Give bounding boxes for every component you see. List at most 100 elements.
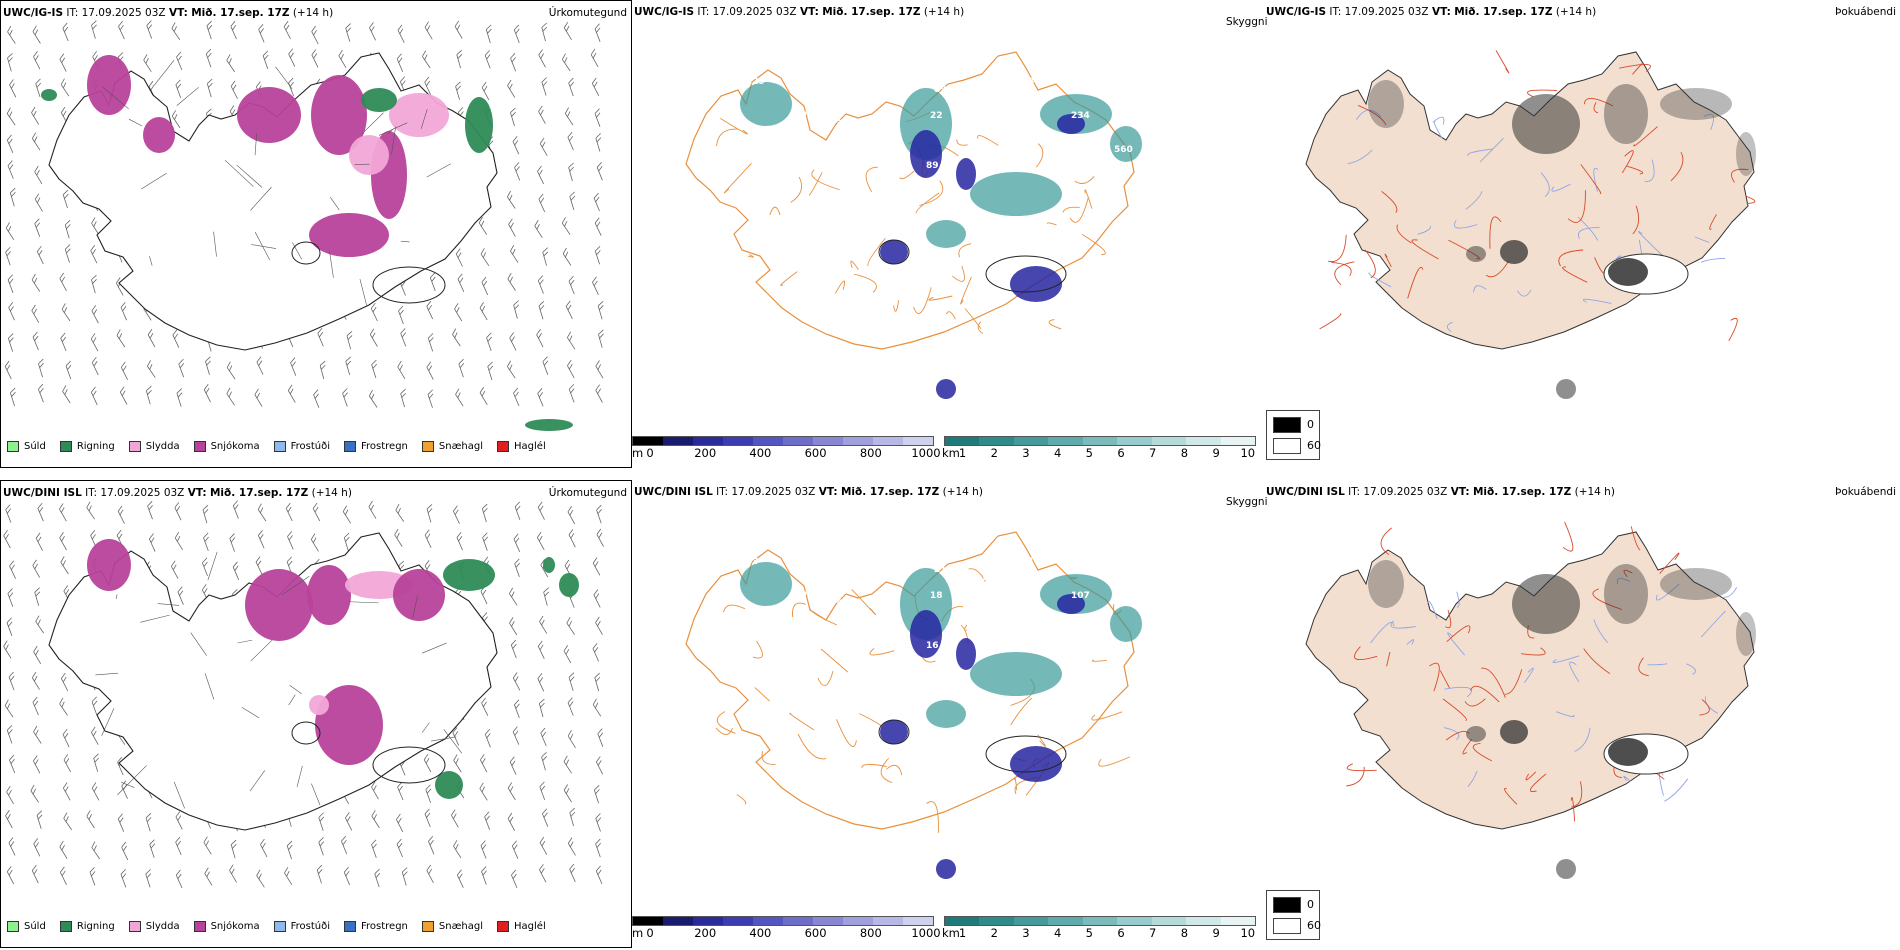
road	[1069, 197, 1089, 223]
colorbar-segment	[903, 437, 933, 445]
colorbar-tick-label: 6	[1117, 446, 1125, 460]
ceiling-label: 27	[883, 607, 896, 617]
road	[1633, 126, 1658, 147]
road	[854, 273, 877, 293]
panel-header: UWC/DINI ISL IT: 17.09.2025 03Z VT: Mið.…	[634, 486, 983, 498]
ceiling-label: 72	[977, 599, 990, 609]
colorbar-segment	[945, 437, 980, 445]
visibility-colorbar	[944, 916, 1256, 926]
precip-area	[543, 557, 555, 573]
ceiling-label: 63	[746, 557, 759, 567]
precip-legend-item: Rigning	[59, 441, 115, 452]
fog-area	[1500, 720, 1528, 744]
colorbar-segment	[1117, 917, 1152, 925]
legend-swatch	[128, 441, 141, 452]
colorbar-segment	[843, 437, 873, 445]
road	[213, 231, 217, 257]
panel-title: Úrkomutegund	[548, 7, 627, 19]
glacier-outline	[372, 746, 446, 784]
road	[254, 231, 271, 261]
road	[421, 722, 430, 733]
road	[1504, 669, 1523, 695]
glacier-outline	[985, 735, 1067, 773]
road	[190, 632, 207, 656]
road	[850, 260, 859, 270]
fog-area	[1660, 88, 1732, 120]
river	[1647, 663, 1668, 666]
river	[1552, 655, 1580, 664]
colorbar-segment	[1117, 437, 1152, 445]
precip-area	[389, 93, 449, 137]
fog-area	[1556, 379, 1576, 399]
road	[792, 602, 806, 618]
colorbar-segment	[753, 437, 783, 445]
visibility-area	[1110, 126, 1142, 162]
precip-legend: Súld Rigning Slydda Snjókoma Frostúði Frostre…	[7, 441, 546, 452]
precip-legend-item: Snjókoma	[193, 921, 260, 932]
ceiling-label: 183	[793, 85, 812, 95]
precip-legend-item: Haglél	[497, 921, 546, 932]
colorbar-segment	[945, 917, 980, 925]
road	[1098, 756, 1130, 767]
colorbar-tick-label: 3	[1022, 446, 1030, 460]
road	[224, 159, 254, 187]
colorbar-segment	[1151, 437, 1187, 445]
road	[1364, 249, 1376, 279]
road	[716, 711, 736, 734]
colorbar-tick-label: 200	[694, 446, 717, 460]
road	[250, 186, 272, 211]
river	[1540, 172, 1550, 197]
road	[1709, 214, 1717, 230]
colorbar-segment	[633, 437, 663, 445]
ceiling-label: 179	[840, 93, 859, 103]
legend-swatch	[497, 921, 510, 932]
colorbar-tick-label: 4	[1053, 926, 1062, 940]
ceiling-label: 201	[785, 641, 804, 651]
colorbar-tick-label: 8	[1180, 446, 1189, 460]
river	[1433, 120, 1443, 139]
fog-legend-label-0: 0	[1307, 898, 1314, 911]
road	[157, 603, 180, 606]
colorbar-segment	[1048, 437, 1083, 445]
legend-label: Frostúði	[290, 921, 330, 932]
road	[790, 176, 803, 203]
river	[1616, 578, 1631, 585]
road	[817, 670, 834, 686]
glacier-outline	[985, 255, 1067, 293]
road	[867, 237, 886, 267]
road	[349, 601, 379, 604]
visibility-area	[970, 172, 1062, 216]
ceiling-label: 22	[930, 111, 943, 121]
road	[952, 265, 965, 282]
colorbar-segment	[1220, 917, 1255, 925]
legend-swatch	[497, 441, 510, 452]
precip-area	[237, 87, 301, 143]
road	[117, 765, 147, 796]
ceiling-label: 16	[1067, 161, 1080, 171]
colorbar-tick-label: 1	[958, 446, 967, 460]
road	[865, 166, 878, 193]
precip-map	[3, 500, 604, 889]
ceiling-label: 546	[1024, 127, 1043, 137]
colorbar-segment	[979, 437, 1014, 445]
fog-legend-black	[1273, 417, 1301, 433]
river	[1523, 667, 1534, 684]
road	[204, 673, 215, 700]
road	[1386, 651, 1391, 667]
colorbar-tick-label: 400	[749, 926, 772, 940]
road	[250, 244, 277, 249]
ceiling-label: 8	[1028, 77, 1034, 87]
legend-label: Snjókoma	[210, 921, 260, 932]
ceiling-label: 106	[1075, 85, 1094, 95]
road	[1632, 205, 1640, 235]
fog-legend-label-60: 60	[1307, 439, 1321, 452]
fog-legend-label-0: 0	[1307, 418, 1314, 431]
ceiling-label: 190	[1122, 573, 1141, 583]
colorbar-tick-label: 1000	[911, 926, 941, 940]
colorbar-tick-label: 9	[1212, 446, 1220, 460]
road	[282, 576, 310, 595]
precip-area	[559, 573, 579, 597]
road	[899, 170, 915, 180]
river	[1417, 225, 1432, 235]
panel-header: UWC/DINI ISL IT: 17.09.2025 03Z VT: Mið.…	[3, 487, 352, 499]
